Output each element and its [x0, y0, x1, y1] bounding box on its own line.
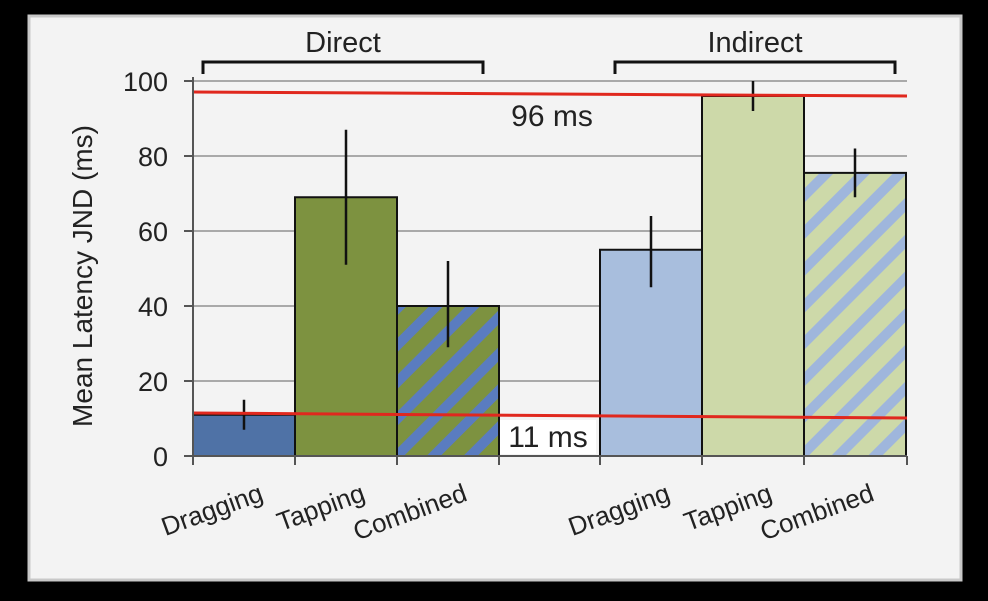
error-bars — [242, 81, 857, 430]
y-tick-label-40: 40 — [138, 292, 168, 322]
axes — [184, 77, 908, 465]
y-tick-label-20: 20 — [138, 367, 168, 397]
group-brackets: Direct Indirect — [201, 27, 897, 74]
y-tick-label-60: 60 — [138, 217, 168, 247]
bar-indirect-tapping — [701, 95, 805, 457]
group-label-indirect: Indirect — [707, 27, 802, 59]
bar-indirect-combined — [803, 171, 907, 457]
reference-line-11 — [192, 411, 908, 420]
group-bracket-indirect — [613, 60, 897, 74]
reference-label-11: 11 ms — [508, 421, 587, 454]
y-tick-label-100: 100 — [123, 67, 168, 97]
reference-line-96 — [192, 90, 908, 98]
reference-label-11-background — [500, 420, 596, 454]
y-axis-label: Mean Latency JND (ms) — [67, 125, 98, 427]
group-bracket-direct — [201, 60, 485, 74]
y-tick-labels: 0 20 40 60 80 100 — [123, 67, 193, 472]
reference-lines: 96 ms 11 ms — [192, 90, 908, 454]
y-tick-label-0: 0 — [153, 442, 168, 472]
group-label-direct: Direct — [305, 27, 381, 59]
reference-label-96: 96 ms — [511, 100, 593, 133]
y-tick-label-80: 80 — [138, 142, 168, 172]
